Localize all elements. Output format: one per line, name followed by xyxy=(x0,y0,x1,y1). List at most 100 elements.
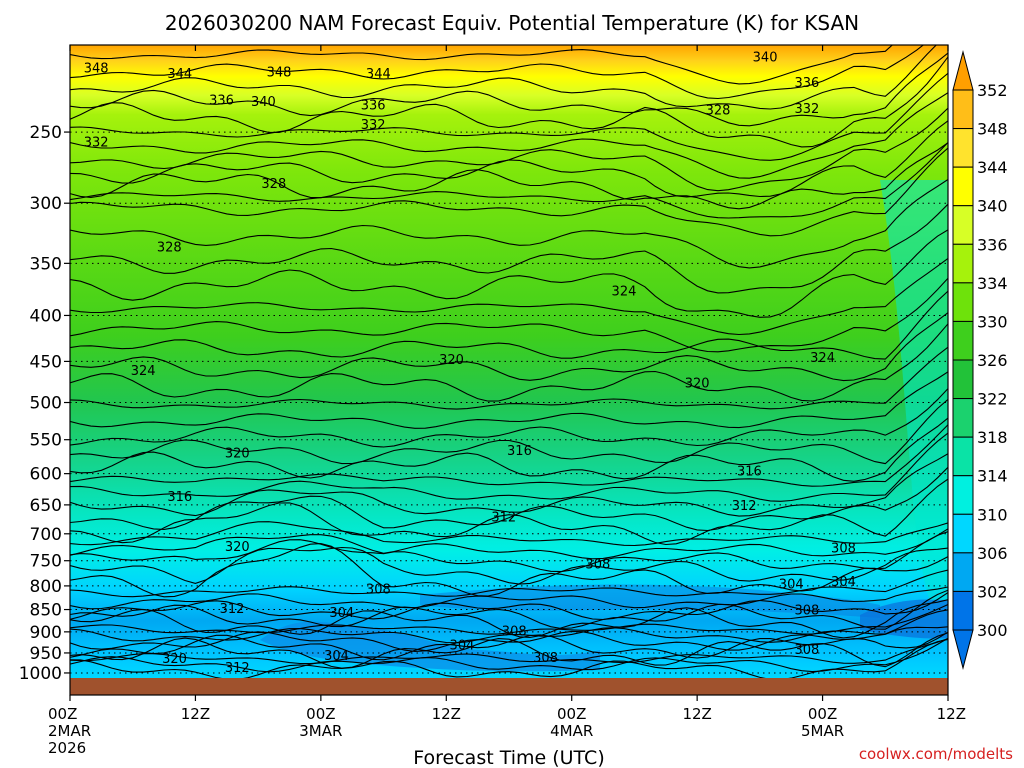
contour-line xyxy=(70,56,948,148)
y-tick-label: 750 xyxy=(30,552,62,572)
colorbar-label: 306 xyxy=(977,544,1008,563)
contour-line xyxy=(70,147,948,237)
contour-label-text: 316 xyxy=(737,464,762,479)
contour-line xyxy=(70,531,948,573)
x-tick-label: 2026 xyxy=(48,739,86,757)
contour-line xyxy=(70,589,948,630)
colorbar-swatch xyxy=(952,475,974,515)
x-tick-label: 00Z xyxy=(48,705,77,723)
contour-line xyxy=(70,346,948,410)
contour-label-text: 344 xyxy=(167,67,192,82)
colorbar-swatch xyxy=(952,320,974,361)
contour-line xyxy=(70,142,948,219)
contour-line xyxy=(70,638,948,678)
contour-label: 336 xyxy=(361,99,386,114)
grid-lines xyxy=(70,131,948,674)
contour-label: 316 xyxy=(507,444,532,459)
contour-label-text: 344 xyxy=(366,67,391,82)
contour-label-text: 348 xyxy=(84,62,109,77)
contour-label: 340 xyxy=(753,51,778,66)
contour-line xyxy=(70,257,948,336)
contour-label-text: 320 xyxy=(685,376,710,391)
contour-label-text: 304 xyxy=(831,575,856,590)
x-tick-label: 00Z xyxy=(557,705,586,723)
contour-line xyxy=(70,424,948,487)
contour-label: 316 xyxy=(167,490,192,505)
contour-line xyxy=(70,432,948,502)
contour-label-text: 304 xyxy=(329,606,354,621)
contour-line xyxy=(70,546,948,585)
contour-label: 312 xyxy=(225,661,250,676)
x-axis-label: Forecast Time (UTC) xyxy=(413,747,604,768)
colorbar-label: 326 xyxy=(977,351,1008,370)
contour-label: 312 xyxy=(732,499,757,514)
x-tick-label: 12Z xyxy=(937,705,966,723)
contour-label: 312 xyxy=(491,511,516,526)
contour-label-text: 308 xyxy=(794,604,819,619)
cool-pocket xyxy=(420,584,880,618)
contour-line xyxy=(70,478,948,546)
contour-label: 312 xyxy=(220,602,245,617)
contour-line xyxy=(70,398,948,465)
contour-label-text: 316 xyxy=(507,444,532,459)
contour-line xyxy=(70,179,948,269)
chart-title: 2026030200 NAM Forecast Equiv. Potential… xyxy=(165,11,859,35)
contour-labels: 348 344 348 344 340 336 336 340 336 332 328 332 332 3… xyxy=(84,51,856,677)
plot-frame xyxy=(69,44,949,696)
contour-label-text: 312 xyxy=(225,661,250,676)
contour-label: 340 xyxy=(251,95,276,110)
contour-line xyxy=(70,45,937,110)
y-tick-label: 550 xyxy=(30,431,62,451)
y-axis: 2503003504004505005506006507007508008509… xyxy=(19,123,70,684)
colorbar-label: 322 xyxy=(977,390,1008,409)
contour-label: 320 xyxy=(162,652,187,667)
contour-label: 308 xyxy=(831,541,856,556)
colorbar-label: 314 xyxy=(977,467,1008,486)
x-tick-label: 2MAR xyxy=(48,722,91,740)
y-tick-label: 1000 xyxy=(19,664,62,684)
y-tick-label: 300 xyxy=(30,194,62,214)
contour-label: 308 xyxy=(366,582,391,597)
contour-line xyxy=(70,323,948,402)
contour-label-text: 336 xyxy=(361,99,386,114)
colorbar-label: 310 xyxy=(977,505,1008,524)
colorbar-swatch xyxy=(952,359,974,400)
contour-line xyxy=(70,45,894,85)
contour-label: 308 xyxy=(533,651,558,666)
colorbar-arrow-top xyxy=(952,50,974,91)
contour-line xyxy=(70,120,948,198)
contour-label: 324 xyxy=(612,284,637,299)
colorbar-swatch xyxy=(952,513,974,554)
contour-label-text: 332 xyxy=(794,102,819,117)
contour-label: 308 xyxy=(794,604,819,619)
contour-line xyxy=(70,528,948,560)
contour-label-text: 328 xyxy=(261,177,286,192)
contour-label: 320 xyxy=(685,376,710,391)
contour-label: 332 xyxy=(361,118,386,133)
colorbar-swatch xyxy=(952,590,974,631)
contour-label: 308 xyxy=(502,625,527,640)
contour-line xyxy=(70,631,948,661)
plot-area: 348 344 348 344 340 336 336 340 336 332 328 332 332 3… xyxy=(69,44,949,696)
contour-line xyxy=(70,142,948,210)
colorbar-label: 300 xyxy=(977,621,1008,640)
contour-label: 304 xyxy=(450,639,475,654)
contour-label: 324 xyxy=(810,351,835,366)
contour-line xyxy=(70,417,948,482)
contour-label-text: 348 xyxy=(267,65,292,80)
contour-label-text: 320 xyxy=(439,353,464,368)
contour-line xyxy=(70,72,948,161)
y-tick-label: 450 xyxy=(30,352,62,372)
contour-label-text: 332 xyxy=(361,118,386,133)
colorbar-swatch xyxy=(952,205,974,245)
contour-line xyxy=(70,52,948,127)
colorbar: 352 348 344 340 336 334 330 326 322 318 314 310 306 3… xyxy=(952,50,1008,670)
x-tick-label: 4MAR xyxy=(550,722,593,740)
contour-label: 308 xyxy=(794,643,819,658)
contour-label-text: 312 xyxy=(732,499,757,514)
y-tick-label: 800 xyxy=(30,577,62,597)
contour-label-text: 304 xyxy=(450,639,475,654)
contour-line xyxy=(70,466,948,532)
colorbar-swatch xyxy=(952,89,974,130)
